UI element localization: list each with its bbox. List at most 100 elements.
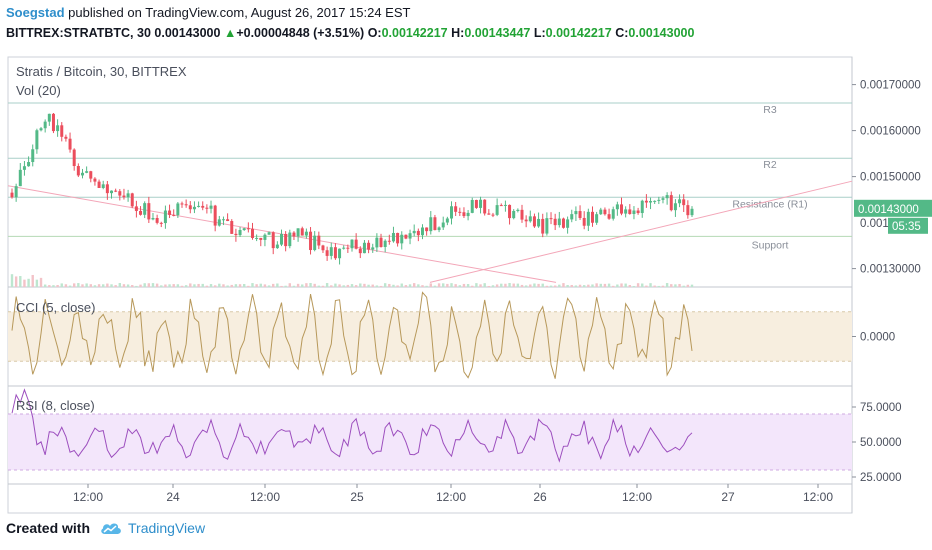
- candle-body-119: [503, 204, 507, 206]
- candle-body-163: [686, 205, 690, 216]
- candle-body-138: [582, 217, 586, 226]
- time-tick-label-8: 12:00: [803, 490, 833, 504]
- candle-body-7: [39, 128, 43, 131]
- volume-bar-38: [168, 284, 171, 287]
- publish-line: Soegstad published on TradingView.com, A…: [6, 5, 410, 20]
- volume-bar-59: [255, 284, 258, 287]
- candle-body-0: [10, 192, 14, 198]
- candle-body-28: [126, 193, 130, 198]
- volume-bar-56: [242, 283, 246, 287]
- cci-pane-title: CCI (5, close): [16, 300, 95, 315]
- candle-body-122: [516, 209, 520, 211]
- open-label: O:: [367, 26, 382, 40]
- volume-bar-151: [636, 283, 640, 287]
- price-tag-label: 0.00143000: [858, 204, 919, 216]
- candle-body-102: [433, 217, 437, 231]
- candle-body-158: [665, 195, 669, 199]
- candle-body-69: [296, 228, 300, 237]
- volume-bar-143: [603, 283, 607, 287]
- volume-bar-65: [280, 285, 283, 287]
- candle-body-120: [508, 204, 512, 219]
- candle-body-68: [292, 232, 296, 237]
- candle-body-162: [682, 199, 686, 206]
- volume-bar-52: [226, 285, 229, 287]
- volume-bar-140: [591, 284, 594, 287]
- candle-body-59: [255, 237, 259, 239]
- candle-body-41: [180, 203, 184, 205]
- cci-series-line: [11, 291, 693, 379]
- volume-bar-11: [56, 285, 59, 287]
- close-value: 0.00143000: [628, 26, 695, 40]
- volume-bar-150: [632, 285, 636, 287]
- price-tick-label-2: 0.00150000: [860, 172, 921, 184]
- candle-body-56: [242, 228, 246, 231]
- volume-bar-48: [209, 284, 213, 287]
- candle-body-62: [267, 232, 271, 235]
- volume-bar-71: [305, 283, 308, 287]
- volume-bar-108: [458, 285, 462, 287]
- volume-bar-43: [189, 283, 192, 287]
- candle-body-80: [342, 247, 346, 249]
- price-tag-box: [854, 199, 932, 217]
- candle-body-107: [454, 206, 458, 212]
- volume-bar-137: [578, 284, 582, 287]
- candle-body-31: [139, 210, 143, 215]
- candle-body-3: [22, 166, 26, 170]
- time-tick-label-3: 25: [350, 490, 364, 504]
- volume-bar-10: [52, 285, 55, 287]
- candle-body-48: [209, 205, 213, 209]
- volume-bar-153: [645, 285, 648, 287]
- volume-bar-19: [89, 284, 92, 287]
- candle-body-149: [628, 209, 632, 215]
- candle-body-118: [499, 205, 503, 207]
- volume-bar-62: [267, 285, 271, 287]
- time-tick-label-6: 12:00: [622, 490, 652, 504]
- volume-bar-29: [131, 285, 134, 287]
- volume-bar-77: [330, 285, 333, 287]
- candle-body-97: [412, 230, 416, 234]
- candle-body-112: [474, 199, 478, 208]
- volume-bar-154: [649, 283, 652, 287]
- volume-bar-164: [690, 284, 694, 287]
- candle-body-40: [176, 203, 180, 216]
- volume-bar-111: [471, 285, 474, 287]
- rsi-series-line: [11, 388, 693, 463]
- rsi-band: [8, 414, 852, 470]
- volume-indicator-label: Vol (20): [16, 83, 61, 98]
- candle-body-86: [367, 242, 371, 250]
- author-link[interactable]: Soegstad: [6, 5, 65, 20]
- volume-bar-130: [549, 285, 553, 287]
- tradingview-brand[interactable]: TradingView: [128, 520, 206, 536]
- candle-body-21: [97, 181, 101, 188]
- volume-bar-134: [566, 284, 569, 287]
- open-value: 0.00142217: [381, 26, 448, 40]
- candle-body-116: [491, 214, 495, 216]
- candle-body-88: [375, 237, 379, 248]
- volume-bar-28: [126, 284, 130, 287]
- candle-body-1: [14, 186, 18, 198]
- volume-bar-83: [354, 285, 358, 287]
- volume-bar-123: [520, 284, 524, 287]
- volume-bar-106: [450, 283, 453, 287]
- volume-bar-73: [313, 283, 316, 287]
- volume-bar-14: [68, 285, 72, 287]
- candle-body-79: [338, 248, 342, 259]
- candle-body-100: [425, 227, 429, 232]
- candle-body-53: [230, 221, 234, 234]
- volume-bar-89: [379, 285, 383, 287]
- volume-bar-12: [60, 283, 63, 287]
- volume-bar-58: [251, 283, 254, 287]
- volume-bar-76: [325, 283, 329, 287]
- volume-bar-144: [607, 283, 611, 287]
- candle-body-113: [479, 199, 483, 208]
- volume-bar-0: [10, 274, 14, 287]
- volume-bar-22: [102, 284, 105, 287]
- volume-bar-126: [533, 283, 536, 287]
- candle-body-5: [31, 149, 35, 163]
- candle-body-117: [495, 205, 499, 215]
- volume-bar-94: [400, 283, 403, 287]
- volume-bar-132: [558, 284, 561, 287]
- volume-bar-41: [180, 285, 184, 287]
- candle-body-130: [549, 218, 553, 220]
